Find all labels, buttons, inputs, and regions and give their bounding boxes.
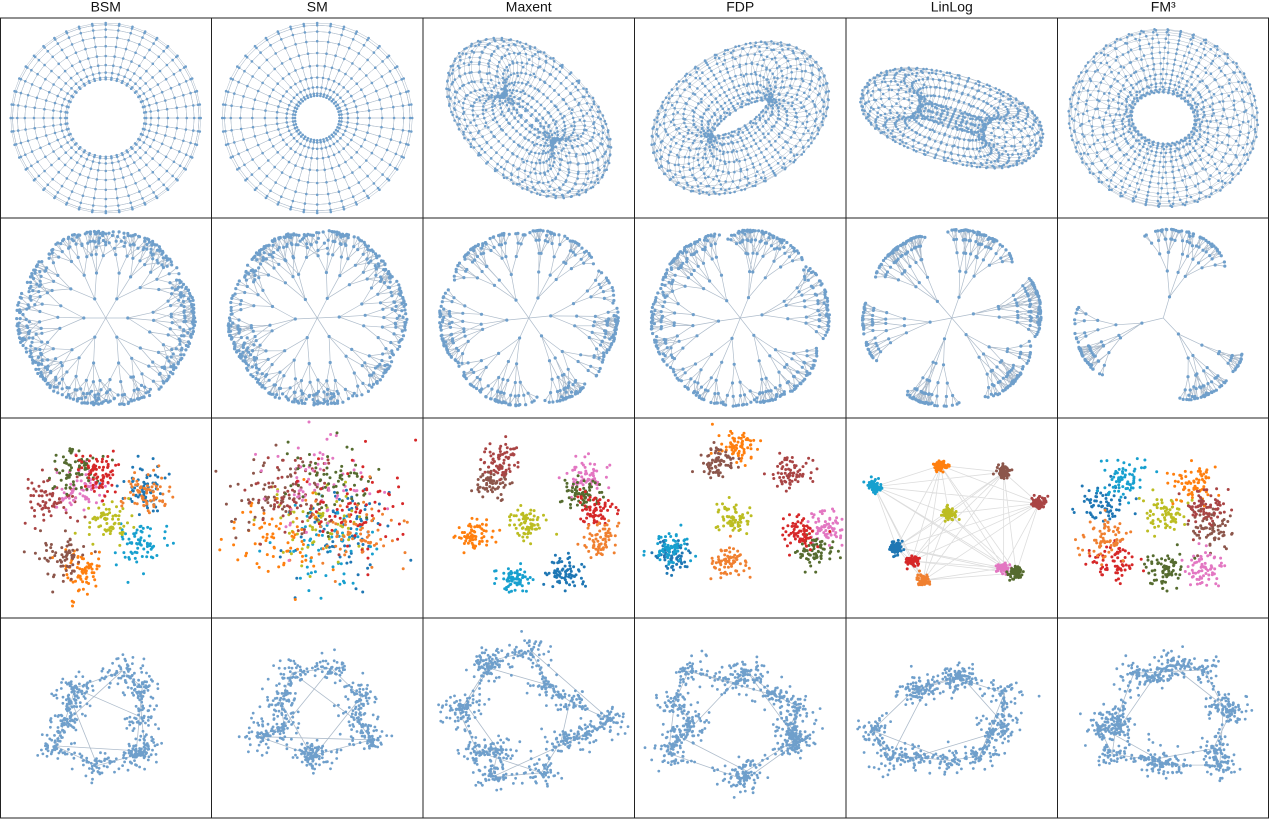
network-nodes [643,649,824,799]
cluster-nodes [1177,487,1234,542]
tree-nodes [649,228,831,408]
cluster-nodes [940,503,961,523]
cluster-nodes [218,478,335,601]
tree-nodes [226,229,409,407]
network-nodes [36,653,163,785]
column [9,21,203,785]
cluster-nodes [295,438,418,577]
cluster-nodes [557,452,612,499]
network-nodes [856,661,1041,779]
column [642,40,844,799]
column-header: BSM [91,0,121,15]
cluster-nodes [1074,508,1133,567]
cluster-nodes [48,447,114,496]
torus-edges [651,41,830,195]
cluster-nodes [493,562,535,594]
cluster-nodes [22,529,97,594]
cluster-nodes [642,523,698,566]
tree-nodes [1073,227,1244,402]
torus-edges [10,22,202,214]
cluster-nodes [1071,474,1138,528]
column [1067,28,1260,783]
torus-nodes [445,36,613,200]
torus-nodes [650,40,831,196]
torus-edges [1068,29,1259,207]
torus-edges [446,37,612,199]
cluster-nodes [691,441,741,480]
cluster-nodes [576,519,621,560]
cluster-nodes [1030,493,1050,511]
cluster-nodes [1165,459,1221,508]
cluster-nodes [862,475,884,496]
torus-nodes [859,66,1045,170]
cluster-nodes [452,516,502,555]
cluster-nodes [1084,539,1145,586]
cluster-nodes [73,497,136,547]
column-header: Maxent [506,0,552,15]
cluster-nodes [508,504,559,546]
column [856,66,1050,779]
cluster-nodes [994,561,1013,576]
cluster-nodes [709,534,752,581]
cluster-nodes [1186,498,1234,558]
cluster-nodes [1137,488,1194,538]
cluster-nodes [254,420,390,562]
tree-edges [862,229,1042,407]
cluster-nodes [762,451,819,493]
network-nodes [237,648,394,775]
column-header: LinLog [931,0,973,15]
column-header: FDP [726,0,754,15]
cluster-nodes [119,464,175,515]
cluster-edges [874,465,1040,581]
cluster-nodes [23,467,87,530]
cluster-nodes [781,513,832,557]
tree-edges [1074,229,1242,400]
cluster-nodes [113,522,175,584]
column-header: SM [307,0,328,15]
cluster-nodes [888,538,906,559]
cluster-nodes [558,474,605,510]
cluster-nodes [931,459,951,474]
cluster-nodes [1095,457,1159,505]
cluster-nodes [479,435,520,482]
cluster-nodes [806,507,844,547]
tree-edges [651,230,830,407]
cluster-nodes [470,465,514,503]
network-nodes [1079,645,1254,783]
cluster-nodes [1005,564,1025,582]
column [214,21,418,775]
torus-nodes [1067,28,1260,209]
cluster-nodes [1143,543,1197,593]
cluster-nodes [709,422,763,467]
cluster-nodes [714,496,753,536]
column [437,36,630,792]
cluster-nodes [1180,542,1227,588]
cluster-nodes [650,539,692,577]
cluster-nodes [74,449,121,503]
cluster-nodes [51,548,101,608]
cluster-nodes [915,569,932,587]
network-nodes [437,630,630,792]
cluster-nodes [576,488,620,526]
torus-edges [222,22,413,214]
cluster-nodes [252,480,364,578]
cluster-nodes [904,554,921,571]
cluster-nodes [991,462,1014,480]
tree-nodes [15,229,197,407]
column-header: FM³ [1151,0,1176,15]
cluster-nodes [542,551,587,593]
